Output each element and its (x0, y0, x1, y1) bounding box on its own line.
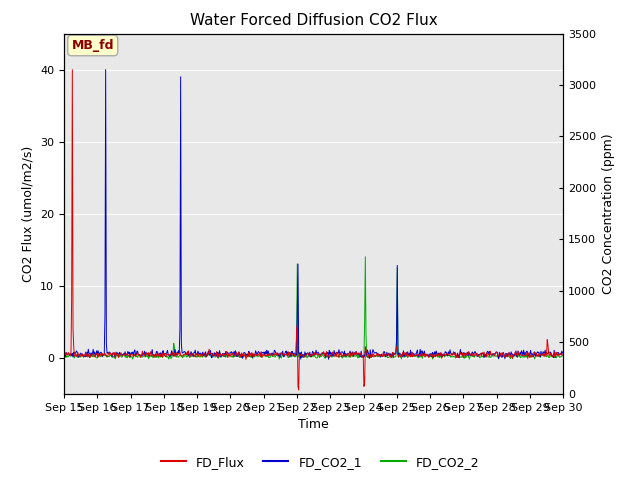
Text: MB_fd: MB_fd (72, 39, 114, 52)
X-axis label: Time: Time (298, 418, 329, 431)
Y-axis label: CO2 Flux (umol/m2/s): CO2 Flux (umol/m2/s) (22, 145, 35, 282)
Y-axis label: CO2 Concentration (ppm): CO2 Concentration (ppm) (602, 133, 615, 294)
Legend: FD_Flux, FD_CO2_1, FD_CO2_2: FD_Flux, FD_CO2_1, FD_CO2_2 (156, 451, 484, 474)
Title: Water Forced Diffusion CO2 Flux: Water Forced Diffusion CO2 Flux (189, 13, 438, 28)
